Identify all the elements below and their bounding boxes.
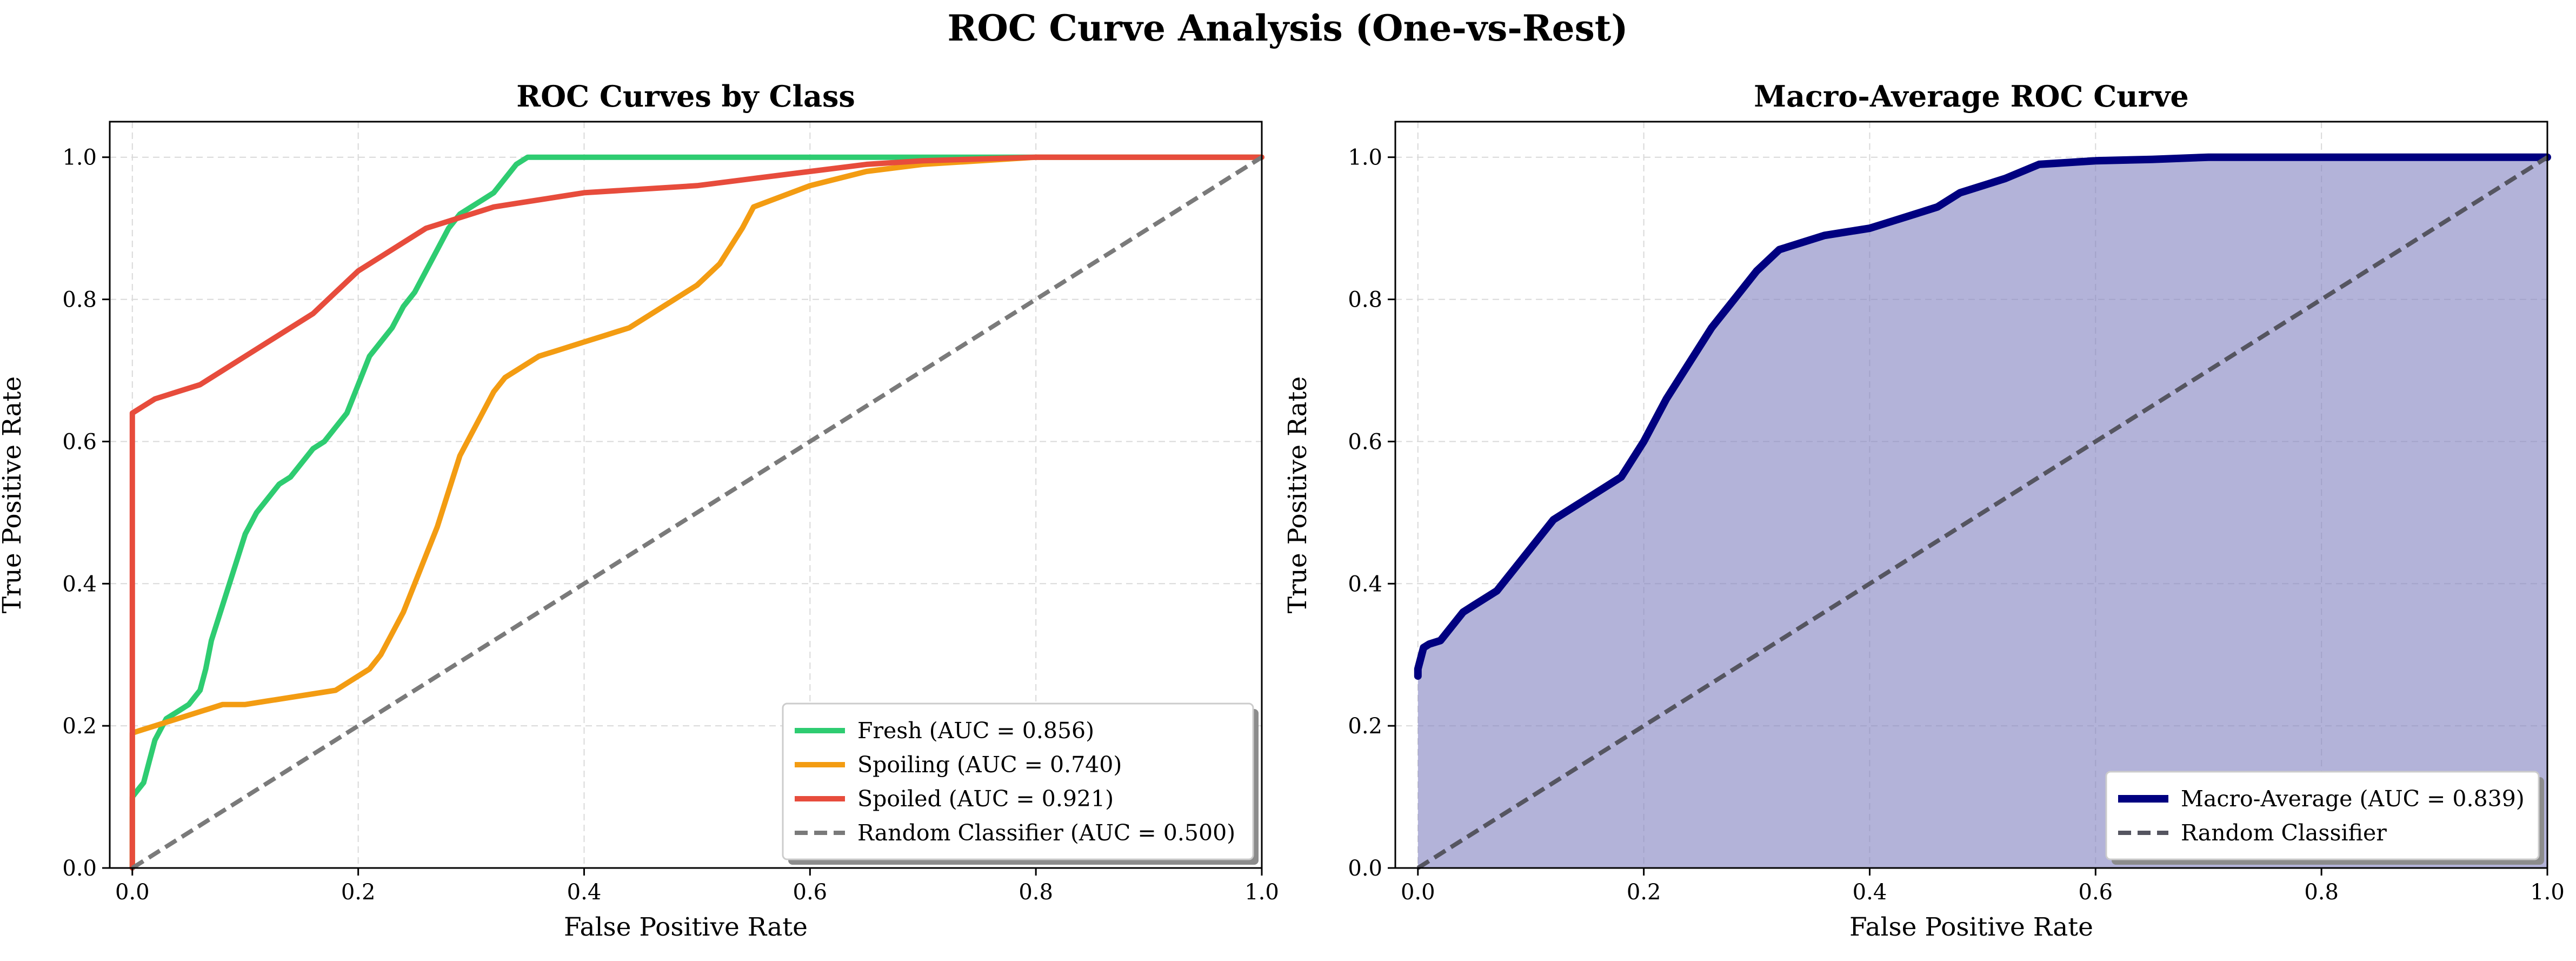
x-tick-label: 0.8 (1019, 880, 1053, 905)
y-tick-label: 0.2 (62, 714, 97, 739)
legend-label: Spoiled (AUC = 0.921) (857, 786, 1114, 812)
x-tick-label: 0.4 (1853, 880, 1887, 905)
x-tick-label: 1.0 (2530, 880, 2565, 905)
x-tick-label: 0.8 (2304, 880, 2339, 905)
y-tick-label: 1.0 (62, 145, 97, 170)
x-axis-label: False Positive Rate (1849, 912, 2093, 942)
axes-frame (109, 121, 1263, 869)
macro-average-roc-line (1414, 153, 2551, 680)
x-tick-label: 0.4 (567, 880, 602, 905)
y-tick-label: 0.2 (1348, 714, 1382, 739)
y-tick-label: 1.0 (1348, 145, 1382, 170)
y-tick-label: 0.8 (62, 288, 97, 313)
x-tick-label: 0.0 (1401, 880, 1435, 905)
x-tick-label: 0.6 (793, 880, 828, 905)
x-tick-label: 1.0 (1244, 880, 1279, 905)
legend-label: Spoiling (AUC = 0.740) (857, 752, 1122, 778)
panel-title: Macro-Average ROC Curve (1754, 79, 2188, 114)
legend-box (782, 702, 1254, 860)
macro-average-panel: 0.0 0.2 0.4 0.6 0.8 1.0 0.0 0.2 0.4 0.6 0.8 1.0 Macr… (1283, 79, 2565, 942)
x-tick-label: 0.2 (1627, 880, 1661, 905)
x-tick-label: 0.0 (115, 880, 150, 905)
spoiling-roc-line (129, 154, 1264, 871)
y-tick-label: 0.6 (62, 429, 97, 454)
panel-title: ROC Curves by Class (516, 79, 855, 114)
spoiled-roc-line (129, 154, 1264, 871)
y-tick-label: 0.6 (1348, 429, 1382, 454)
fresh-roc-line (129, 154, 1264, 871)
y-axis-label: True Positive Rate (1283, 376, 1313, 613)
y-tick-label: 0.0 (62, 856, 97, 881)
figure-title: ROC Curve Analysis (One-vs-Rest) (948, 7, 1628, 49)
y-tick-label: 0.4 (62, 572, 97, 597)
random-classifier-roc-line (1416, 155, 2549, 870)
legend-box (2105, 771, 2540, 860)
y-tick-label: 0.4 (1348, 572, 1382, 597)
y-tick-label: 0.8 (1348, 288, 1382, 313)
legend-label: Random Classifier (AUC = 0.500) (857, 820, 1235, 846)
legend-label: Fresh (AUC = 0.856) (857, 718, 1094, 744)
x-tick-label: 0.2 (341, 880, 376, 905)
random-classifier-roc-line (131, 155, 1263, 870)
y-axis-label: True Positive Rate (0, 376, 27, 613)
legend-label: Random Classifier (2181, 820, 2387, 846)
x-tick-label: 0.6 (2079, 880, 2113, 905)
y-tick-label: 0.0 (1348, 856, 1382, 881)
roc-by-class-panel: 0.0 0.2 0.4 0.6 0.8 1.0 0.0 0.2 0.4 0.6 0.8 1.0 ROC … (0, 79, 1279, 942)
x-axis-label: False Positive Rate (564, 912, 808, 942)
legend-label: Macro-Average (AUC = 0.839) (2181, 786, 2525, 812)
axes-frame (1394, 121, 2548, 869)
